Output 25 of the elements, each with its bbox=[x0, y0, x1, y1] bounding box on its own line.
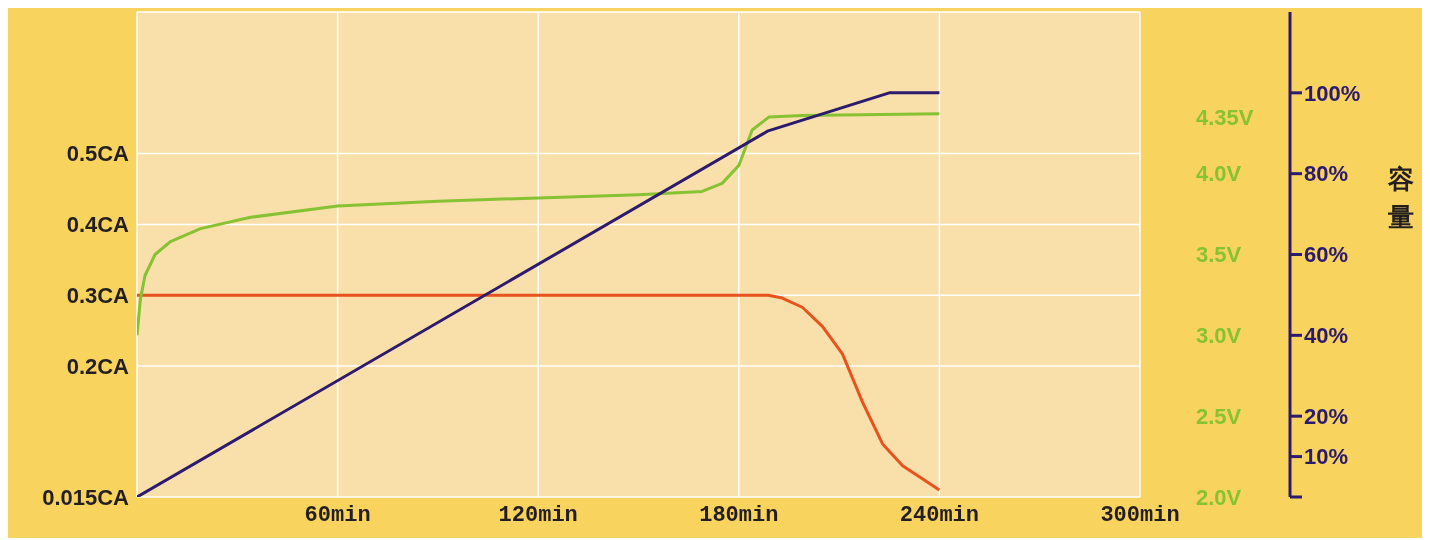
y-tick-label: 0.2CA bbox=[66, 353, 130, 379]
y3-tick-label: 20% bbox=[1304, 403, 1349, 429]
y3-tick-label: 80% bbox=[1304, 161, 1349, 187]
x-tick-label: 240min bbox=[899, 502, 980, 528]
y2-tick-label: 3.0V bbox=[1196, 323, 1242, 349]
line-series bbox=[137, 112, 941, 337]
y2-tick-label: 4.35V bbox=[1196, 104, 1254, 130]
y3-tick-label: 60% bbox=[1304, 242, 1349, 268]
line-series bbox=[137, 293, 941, 492]
y-tick-label: 0.015CA bbox=[42, 484, 130, 510]
x-tick-label: 60min bbox=[304, 502, 371, 528]
y-tick-label: 0.3CA bbox=[66, 283, 130, 309]
y3-tick-label: 100% bbox=[1304, 80, 1361, 106]
y3-axis-title: 容量 bbox=[1387, 164, 1414, 232]
x-tick-label: 300min bbox=[1100, 502, 1180, 528]
y-tick-label: 0.5CA bbox=[66, 141, 130, 167]
y2-tick-label: 4.0V bbox=[1196, 161, 1242, 187]
y3-tick-label: 40% bbox=[1304, 323, 1349, 349]
x-tick-label: 120min bbox=[498, 502, 578, 528]
y-tick-label: 0.4CA bbox=[66, 212, 130, 238]
y2-tick-label: 2.0V bbox=[1196, 484, 1242, 510]
y2-tick-label: 3.5V bbox=[1196, 242, 1242, 268]
x-tick-label: 180min bbox=[699, 502, 779, 528]
y3-tick-label: 10% bbox=[1304, 444, 1349, 470]
y2-tick-label: 2.5V bbox=[1196, 403, 1242, 429]
